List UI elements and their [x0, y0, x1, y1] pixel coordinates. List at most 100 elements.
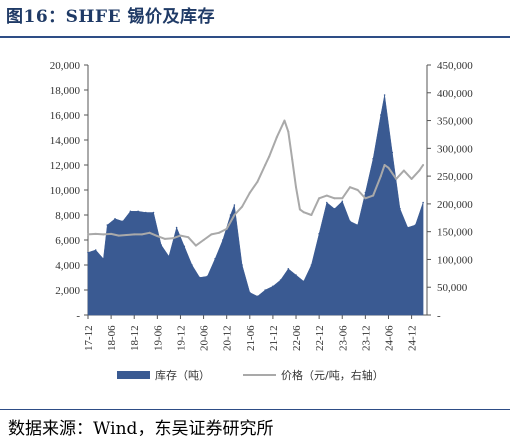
inventory-point	[364, 191, 367, 194]
left-tick-label: 2,000	[55, 285, 80, 297]
left-tick-label: 16,000	[50, 110, 81, 122]
x-tick-label: 21-12	[268, 325, 280, 351]
inventory-point	[168, 255, 170, 258]
inventory-point	[94, 249, 97, 251]
inventory-point	[356, 224, 359, 226]
right-tick-label: 150,000	[437, 227, 473, 239]
price-point	[422, 164, 425, 166]
inventory-point	[145, 211, 147, 214]
price-point	[94, 232, 97, 235]
right-tick-label: 350,000	[437, 116, 473, 128]
x-tick-label: 19-06	[152, 325, 164, 351]
price-point	[110, 232, 113, 235]
price-point	[148, 231, 151, 234]
legend-label-inventory: 库存（吨）	[155, 368, 210, 382]
price-point	[87, 233, 89, 236]
price-point	[187, 236, 190, 239]
inventory-point	[198, 276, 201, 279]
price-point	[117, 234, 120, 237]
x-tick-label: 18-12	[129, 325, 141, 351]
inventory-point	[121, 220, 124, 223]
x-tick-label: 24-06	[383, 325, 395, 351]
inventory-point	[302, 280, 305, 283]
price-point	[275, 136, 278, 139]
price-point	[333, 197, 336, 200]
inventory-point	[310, 264, 313, 266]
left-tick-label: -	[76, 310, 80, 322]
legend-label-price: 价格（元/吨，右轴）	[281, 368, 384, 382]
price-point	[125, 234, 128, 236]
inventory-point	[349, 220, 351, 223]
left-tick-label: 14,000	[50, 135, 81, 147]
inventory-point	[87, 251, 89, 254]
inventory-point	[114, 218, 116, 220]
price-point	[291, 158, 294, 161]
inventory-point	[229, 214, 232, 216]
price-point	[241, 205, 244, 208]
price-point	[202, 239, 205, 241]
right-tick-label: 400,000	[437, 88, 473, 100]
inventory-point	[383, 94, 386, 96]
price-point	[248, 191, 251, 194]
right-tick-label: 300,000	[437, 143, 473, 155]
chart-title: 图16：SHFE 锡价及库存	[6, 7, 215, 27]
source-note: 数据来源：Wind，东吴证券研究所	[8, 419, 274, 439]
x-tick-label: 19-12	[175, 325, 187, 351]
price-point	[179, 234, 182, 237]
price-point	[140, 233, 143, 236]
x-tick-label: 18-06	[106, 325, 118, 351]
x-tick-label: 20-06	[199, 325, 211, 351]
inventory-point	[295, 274, 297, 276]
price-point	[156, 235, 159, 238]
inventory-point	[214, 258, 216, 260]
x-tick-label: 17-12	[83, 325, 95, 351]
inventory-point	[391, 151, 394, 154]
right-tick-label: 100,000	[437, 254, 473, 266]
price-point	[287, 130, 290, 133]
price-point	[268, 155, 271, 158]
inventory-point	[264, 289, 267, 291]
inventory-point	[414, 224, 417, 226]
price-point	[302, 211, 305, 214]
left-tick-label: 6,000	[55, 235, 80, 247]
price-point	[194, 244, 197, 247]
inventory-point	[341, 200, 344, 203]
right-axis: - 50,000 100,000 150,000 200,000 250,000 300,0…	[426, 60, 473, 322]
inventory-point	[326, 201, 328, 204]
right-tick-label: 200,000	[437, 199, 473, 211]
left-tick-label: 18,000	[50, 85, 81, 97]
x-tick-label: 21-06	[245, 325, 257, 351]
x-tick-label: 23-12	[360, 325, 372, 351]
chart: - 2,000 4,000 6,000 8,000 10,000 12,000 14,000 1…	[50, 60, 474, 382]
inventory-point	[191, 264, 193, 266]
price-point	[383, 164, 386, 166]
inventory-point	[222, 239, 224, 241]
price-point	[298, 208, 301, 211]
inventory-point	[272, 285, 274, 288]
price-point	[341, 197, 344, 200]
price-point	[233, 214, 236, 216]
x-tick-label: 24-12	[407, 325, 419, 351]
price-point	[310, 214, 313, 216]
price-point	[364, 197, 367, 200]
price-point	[264, 164, 267, 166]
price-point	[410, 177, 413, 180]
left-tick-label: 4,000	[55, 260, 80, 272]
legend-swatch-inventory	[117, 371, 150, 379]
inventory-point	[318, 233, 320, 235]
right-tick-label: 250,000	[437, 171, 473, 183]
inventory-point	[333, 208, 336, 210]
price-point	[418, 169, 421, 172]
inventory-point	[249, 291, 251, 294]
x-tick-label: 23-06	[337, 325, 349, 351]
inventory-point	[372, 158, 374, 160]
price-point	[379, 175, 382, 178]
right-tick-label: 450,000	[437, 60, 473, 72]
inventory-point	[152, 211, 155, 214]
price-point	[325, 194, 328, 197]
price-point	[218, 231, 220, 234]
inventory-point	[183, 245, 186, 248]
x-axis: 17-12 18-06 18-12 19-06 19-12 20-06 20-12 21-06…	[83, 314, 427, 351]
title-rule	[0, 36, 510, 38]
price-point	[372, 194, 375, 197]
